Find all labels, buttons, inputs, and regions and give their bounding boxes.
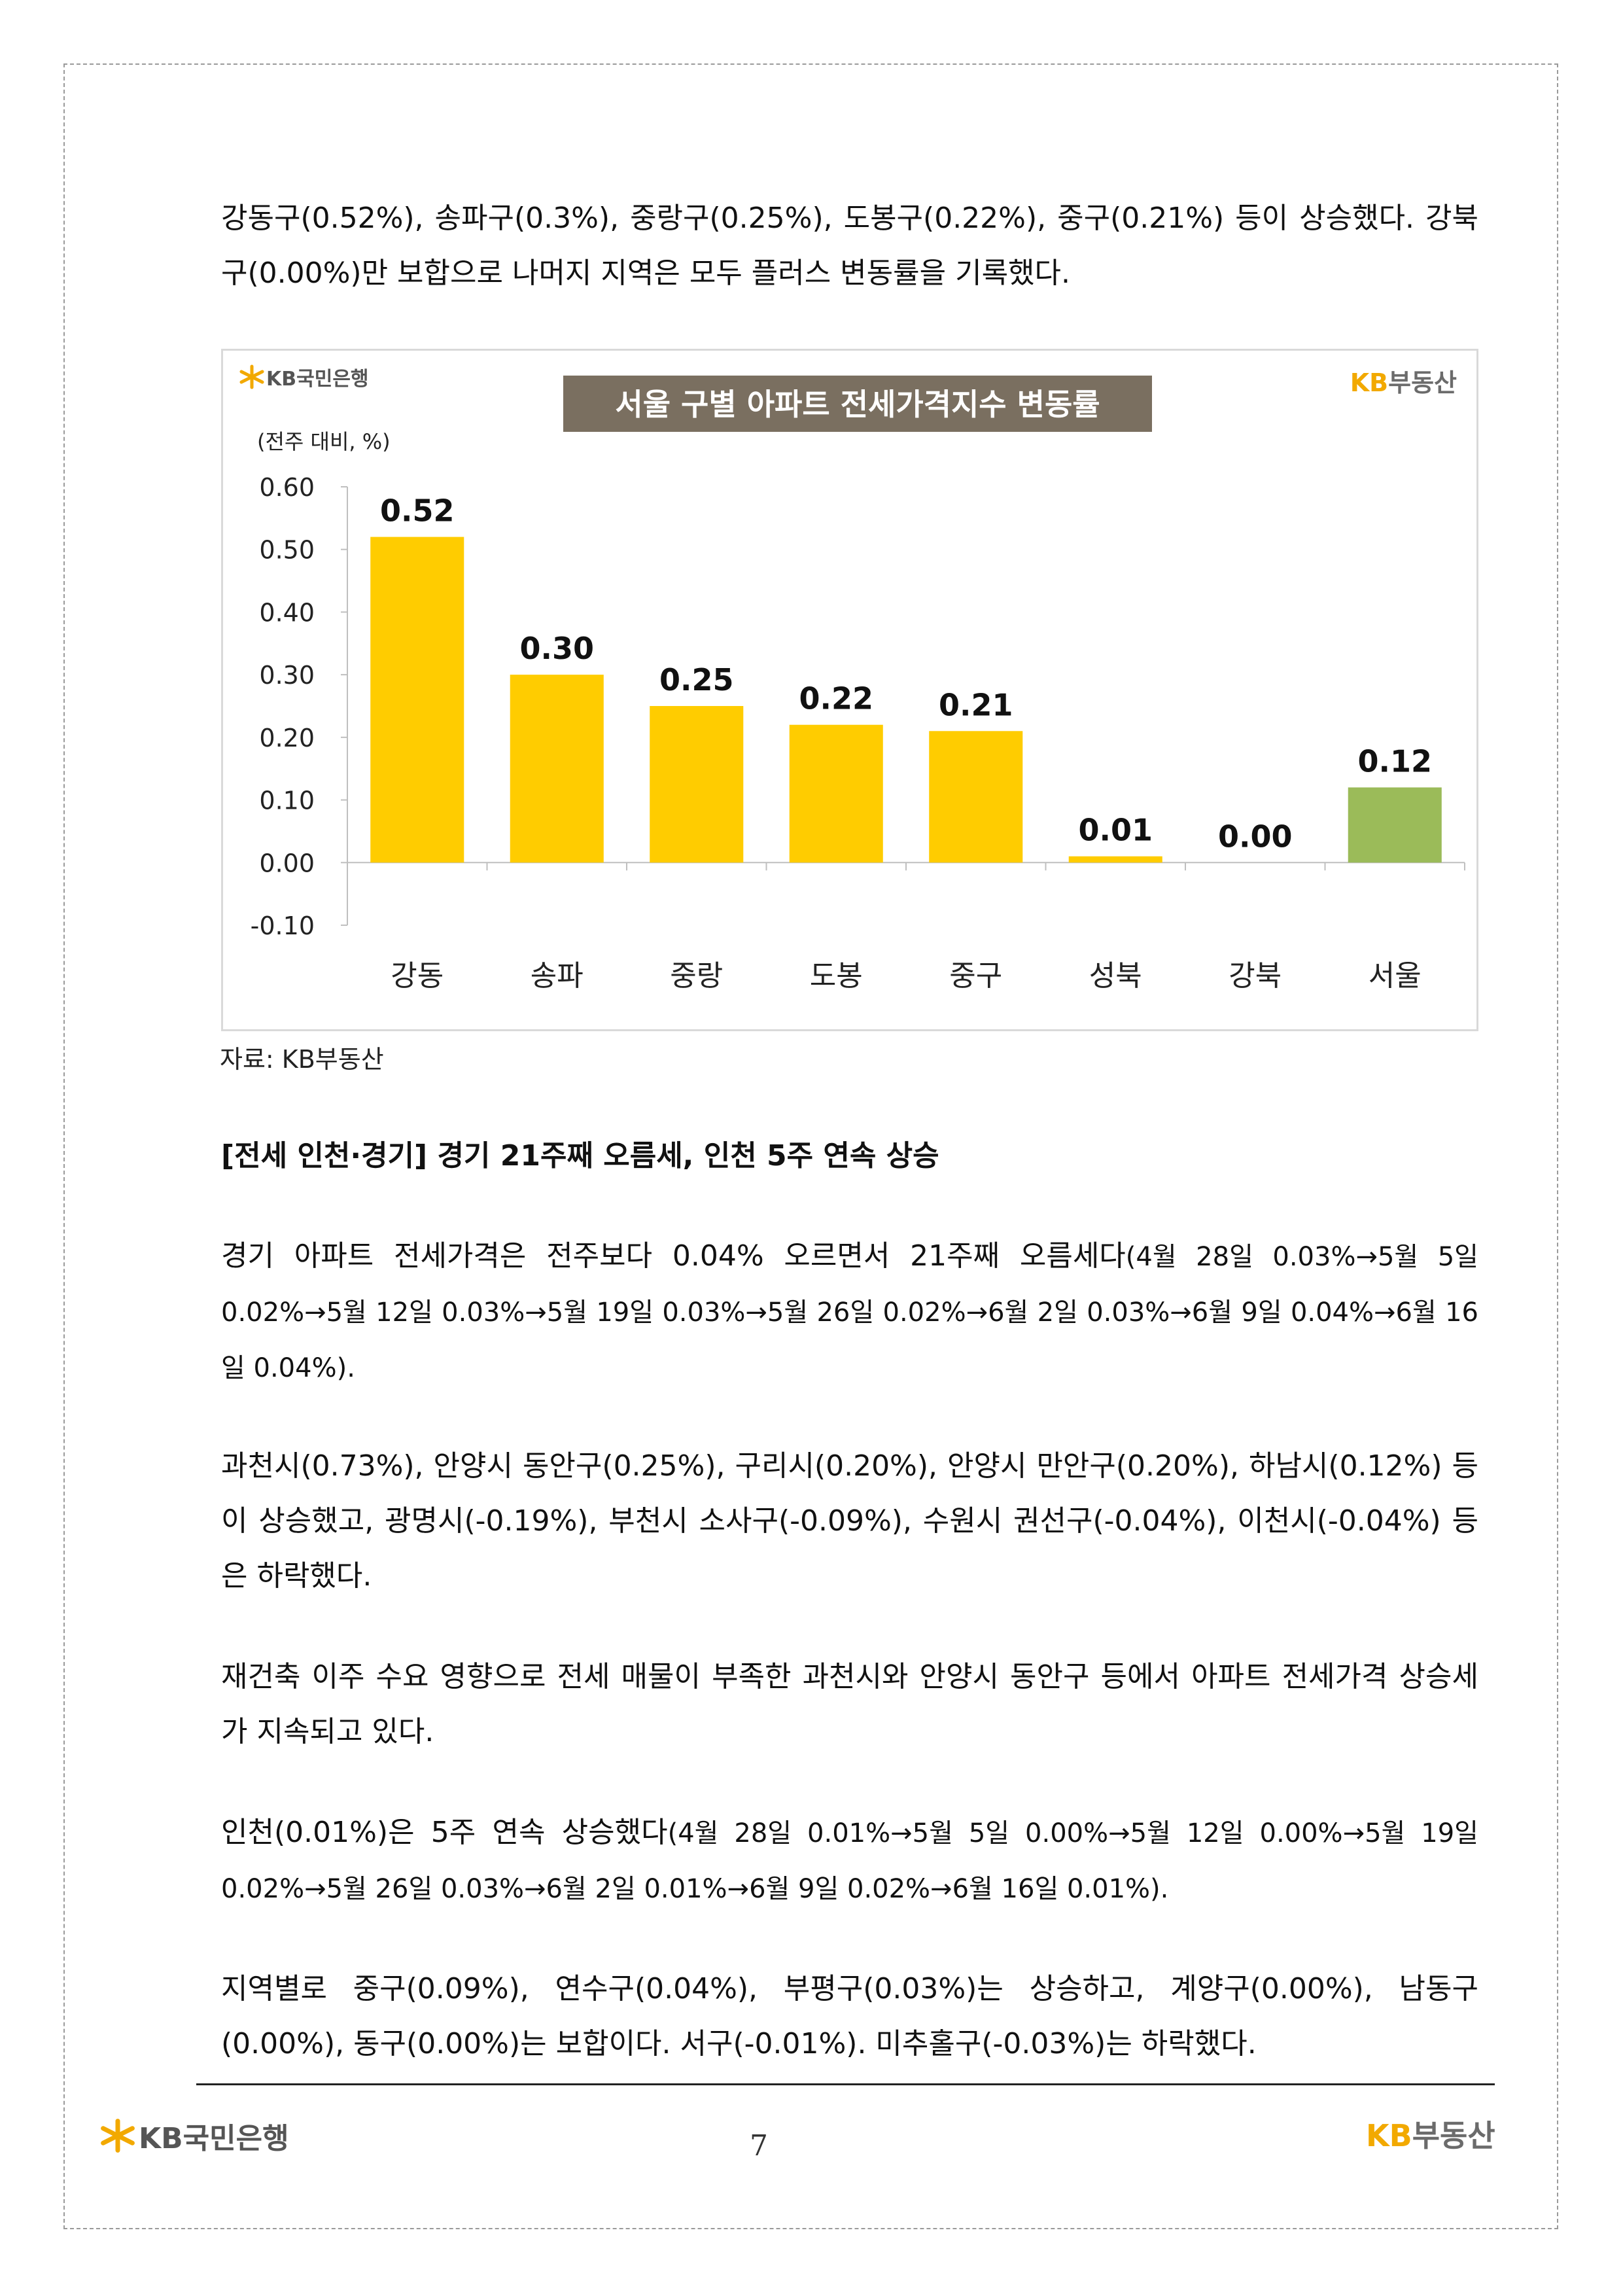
x-category-label: 성북 bbox=[1089, 959, 1142, 993]
incheon-lead: 인천(0.01%)은 5주 연속 상승했다 bbox=[221, 1816, 668, 1849]
bar-value-label: 0.01 bbox=[1079, 813, 1153, 848]
y-tick-label: 0.40 bbox=[259, 598, 315, 627]
y-tick-label: 0.10 bbox=[259, 786, 315, 815]
y-tick-label: 0.50 bbox=[259, 536, 315, 565]
gyeonggi-lead: 경기 아파트 전세가격은 전주보다 0.04% 오르면서 21주째 오름세다 bbox=[221, 1239, 1126, 1273]
y-tick-label: 0.30 bbox=[259, 661, 315, 690]
bar-value-label: 0.52 bbox=[380, 493, 455, 529]
chart-kb-bank-logo: KB국민은행 bbox=[237, 362, 369, 391]
x-category-label: 강동 bbox=[391, 959, 444, 993]
star-logo-icon bbox=[239, 364, 264, 389]
chart-kb-land-logo-kb: KB bbox=[1350, 368, 1389, 397]
gyeonggi-weekly-detail: (4월 28일 0.03%→5월 5일 0.02%→5월 12일 0.03%→5… bbox=[221, 1242, 1478, 1383]
y-tick-label: 0.20 bbox=[259, 724, 315, 752]
chart-kb-bank-logo-text: KB국민은행 bbox=[266, 368, 369, 391]
bar-7 bbox=[1348, 787, 1442, 863]
reconstruction-paragraph: 재건축 이주 수요 영향으로 전세 매물이 부족한 과천시와 안양시 동안구 등… bbox=[221, 1660, 1478, 1748]
page-number: 7 bbox=[750, 2129, 768, 2163]
star-logo-icon bbox=[101, 2119, 135, 2153]
footer-kb-bank-logo: KB국민은행 bbox=[97, 2115, 289, 2157]
bar-value-label: 0.22 bbox=[799, 681, 874, 716]
section-heading: [전세 인천·경기] 경기 21주째 오름세, 인천 5주 연속 상승 bbox=[221, 1139, 939, 1173]
footer-divider bbox=[196, 2083, 1495, 2085]
bar-value-label: 0.12 bbox=[1358, 743, 1433, 779]
intro-paragraph: 강동구(0.52%), 송파구(0.3%), 중랑구(0.25%), 도봉구(0… bbox=[221, 202, 1478, 290]
bar-5 bbox=[1068, 856, 1162, 863]
incheon-regions-paragraph: 지역별로 중구(0.09%), 연수구(0.04%), 부평구(0.03%)는 … bbox=[221, 1972, 1478, 2060]
source-note: 자료: KB부동산 bbox=[220, 1045, 384, 1074]
bar-1 bbox=[510, 675, 604, 863]
bar-2 bbox=[650, 706, 744, 863]
chart-title-background bbox=[563, 376, 1152, 432]
footer-kb-land-logo-text: 부동산 bbox=[1412, 2118, 1495, 2153]
y-tick-label: 0.00 bbox=[259, 849, 315, 877]
incheon-weekly-detail: (4월 28일 0.01%→5월 5일 0.00%→5월 12일 0.00%→5… bbox=[221, 1818, 1478, 1904]
footer-kb-bank-logo-text: KB국민은행 bbox=[139, 2122, 289, 2155]
chart-title: 서울 구별 아파트 전세가격지수 변동률 bbox=[615, 387, 1100, 422]
chart-kb-land-logo-text: 부동산 bbox=[1388, 368, 1457, 397]
bar-3 bbox=[789, 724, 883, 863]
bar-value-label: 0.00 bbox=[1218, 819, 1293, 854]
gyeonggi-regions-paragraph: 과천시(0.73%), 안양시 동안구(0.25%), 구리시(0.20%), … bbox=[221, 1449, 1478, 1593]
x-category-label: 중랑 bbox=[670, 959, 723, 993]
bar-0 bbox=[370, 537, 464, 863]
chart-container: KB국민은행 KB부동산 서울 구별 아파트 전세가격지수 변동률 (전주 대비,… bbox=[221, 349, 1478, 1031]
chart-kb-land-logo: KB부동산 bbox=[1350, 362, 1457, 398]
x-category-label: 도봉 bbox=[810, 959, 863, 993]
bar-chart: 서울 구별 아파트 전세가격지수 변동률 (전주 대비, %) 0.60 0.50 0.… bbox=[251, 376, 1465, 993]
x-category-label: 강북 bbox=[1229, 959, 1282, 993]
footer-kb-land-logo: KB부동산 bbox=[1366, 2112, 1495, 2155]
y-tick-label: -0.10 bbox=[251, 911, 315, 940]
bar-4 bbox=[929, 731, 1023, 863]
footer-kb-land-logo-kb: KB bbox=[1366, 2118, 1412, 2153]
incheon-paragraph: 인천(0.01%)은 5주 연속 상승했다(4월 28일 0.01%→5월 5일… bbox=[221, 1805, 1478, 1916]
bar-value-label: 0.21 bbox=[939, 687, 1013, 722]
x-category-label: 서울 bbox=[1369, 959, 1422, 993]
bar-value-label: 0.30 bbox=[520, 631, 595, 666]
y-axis-unit-label: (전주 대비, %) bbox=[257, 429, 391, 454]
x-category-label: 송파 bbox=[531, 959, 584, 993]
bar-value-label: 0.25 bbox=[659, 662, 734, 698]
gyeonggi-paragraph: 경기 아파트 전세가격은 전주보다 0.04% 오르면서 21주째 오름세다(4… bbox=[221, 1229, 1478, 1396]
page-border bbox=[63, 63, 1558, 2229]
y-tick-label: 0.60 bbox=[259, 473, 315, 502]
x-category-label: 중구 bbox=[949, 959, 1002, 993]
